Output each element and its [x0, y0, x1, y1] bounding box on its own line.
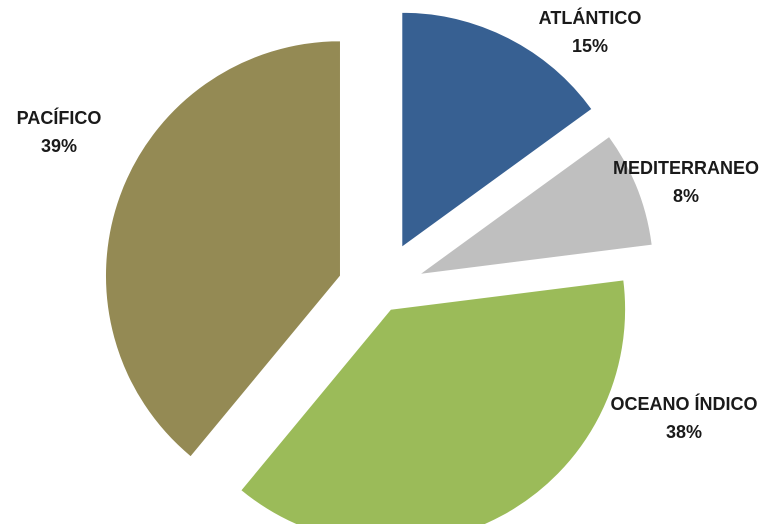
- label-pacifico: PACÍFICO 39%: [0, 104, 118, 160]
- label-pacifico-name: PACÍFICO: [16, 108, 102, 128]
- label-mediterraneo-name: MEDITERRANEO: [612, 158, 759, 178]
- label-mediterraneo: MEDITERRANEO 8%: [606, 154, 766, 210]
- label-pacifico-value: 39%: [40, 136, 78, 156]
- label-atlantico-value: 15%: [571, 36, 609, 56]
- label-oceano-indico: OCEANO ÍNDICO 38%: [594, 390, 774, 446]
- label-mediterraneo-value: 8%: [672, 186, 699, 206]
- pie-slice-mediterraneo: [418, 135, 653, 276]
- pie-slice-pacífico: [105, 40, 341, 458]
- pie-slice-atlántico: [401, 11, 593, 249]
- label-atlantico: ATLÁNTICO 15%: [520, 4, 660, 60]
- label-oceano-indico-name: OCEANO ÍNDICO: [610, 394, 758, 414]
- label-oceano-indico-value: 38%: [665, 422, 703, 442]
- label-atlantico-name: ATLÁNTICO: [538, 8, 642, 28]
- pie-slice-oceano-índico: [240, 279, 627, 524]
